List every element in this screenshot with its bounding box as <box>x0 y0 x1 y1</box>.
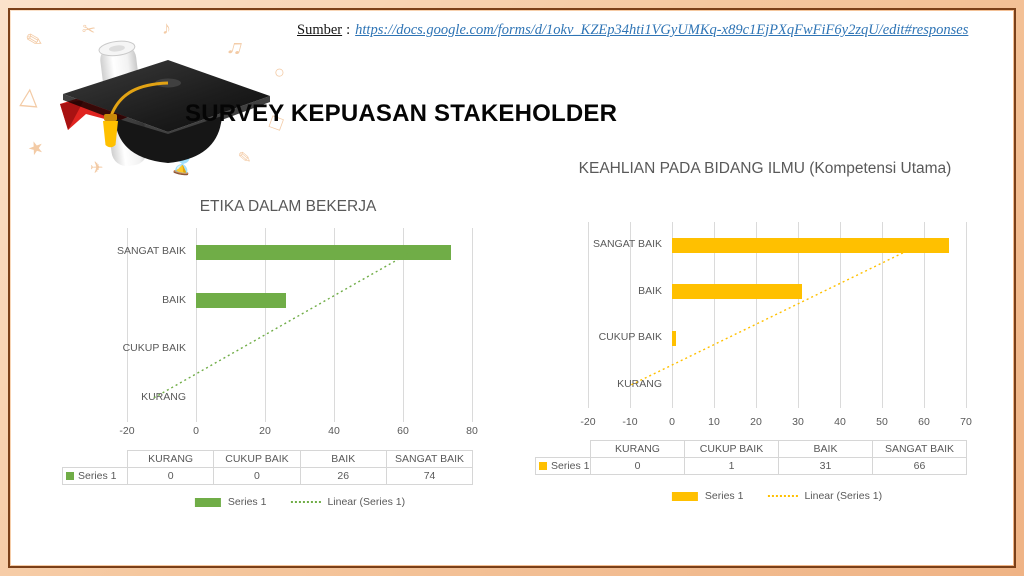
table-value-cell: 31 <box>778 457 873 475</box>
chart-legend: Series 1 Linear (Series 1) <box>194 496 406 508</box>
x-tick-label: 20 <box>750 416 762 428</box>
x-tick-label: 0 <box>669 416 675 428</box>
page-title: SURVEY KEPUASAN STAKEHOLDER <box>185 100 618 127</box>
doodle-icon: ✈ <box>90 160 104 177</box>
graduation-cap-image <box>60 40 270 167</box>
legend-series-swatch <box>671 491 698 501</box>
legend-trendline-label: Linear (Series 1) <box>327 496 406 508</box>
gridline <box>798 222 799 408</box>
chart-legend: Series 1 Linear (Series 1) <box>671 490 883 502</box>
doodle-background: ✎✂♪♫○△□★✈⌛✎✂ <box>12 12 312 187</box>
legend-series-label: Series 1 <box>704 490 744 502</box>
chart-title: KEAHLIAN PADA BIDANG ILMU (Kompetensi Ut… <box>578 160 952 177</box>
table-header-cell: BAIK <box>778 440 873 458</box>
x-tick-label: 70 <box>960 416 972 428</box>
chart-etika-dalam-bekerja: ETIKA DALAM BEKERJA KURANG CUKUP BAIK BAIK S… <box>62 192 514 528</box>
gridline <box>127 228 128 422</box>
category-label: KURANG <box>141 390 186 403</box>
gridline <box>840 222 841 408</box>
legend-series-swatch <box>194 497 221 507</box>
source-separator: : <box>346 22 351 38</box>
gridline <box>196 228 197 422</box>
gridline <box>756 222 757 408</box>
bar-baik <box>672 284 803 300</box>
trendline <box>153 251 411 399</box>
table-header-cell: BAIK <box>299 450 387 468</box>
x-tick-label: 40 <box>834 416 846 428</box>
legend-trendline-swatch <box>290 501 321 503</box>
gridline <box>672 222 673 408</box>
chart-title: ETIKA DALAM BEKERJA <box>199 198 377 215</box>
gridline <box>588 222 589 408</box>
category-label: BAIK <box>638 284 662 297</box>
table-value-cell: 0 <box>213 467 301 485</box>
table-value-cell: 0 <box>590 457 685 475</box>
source-url-link[interactable]: https://docs.google.com/forms/d/1okv_KZE… <box>355 22 969 38</box>
chart-keahlian-bidang-ilmu: KEAHLIAN PADA BIDANG ILMU (Kompetensi Ut… <box>535 158 995 524</box>
x-tick-label: 60 <box>918 416 930 428</box>
doodle-icon: ♪ <box>162 18 171 38</box>
x-tick-label: -10 <box>622 416 638 428</box>
gridline <box>882 222 883 408</box>
category-label: CUKUP BAIK <box>122 342 186 355</box>
table-header-cell: CUKUP BAIK <box>684 440 779 458</box>
table-value-cell: 66 <box>872 457 967 475</box>
table-value-cell: 1 <box>684 457 779 475</box>
table-header-cell: CUKUP BAIK <box>213 450 301 468</box>
legend-trendline-swatch <box>767 495 798 497</box>
legend-series-label: Series 1 <box>227 496 267 508</box>
mortarboard-icon <box>63 60 270 163</box>
category-label: SANGAT BAIK <box>592 238 662 251</box>
bar-cukup-baik <box>672 330 677 346</box>
table-value-cell: 26 <box>299 467 387 485</box>
table-corner-cell <box>63 451 128 468</box>
x-tick-label: 60 <box>397 425 409 437</box>
source-label: Sumber <box>297 22 343 38</box>
trendline <box>630 244 919 386</box>
bar-sangat-baik <box>196 244 452 260</box>
gridline <box>714 222 715 408</box>
gridline <box>966 222 967 408</box>
x-tick-label: -20 <box>119 425 135 437</box>
table-header-cell: SANGAT BAIK <box>872 440 967 458</box>
x-tick-label: 0 <box>193 425 199 437</box>
gridline <box>403 228 404 422</box>
legend-trendline-label: Linear (Series 1) <box>804 490 883 502</box>
x-tick-label: -20 <box>580 416 596 428</box>
x-tick-label: 10 <box>708 416 720 428</box>
gridline <box>630 222 631 408</box>
category-label: BAIK <box>162 293 186 306</box>
gridline <box>472 228 473 422</box>
category-label: SANGAT BAIK <box>116 245 186 258</box>
table-value-cell: 74 <box>385 467 474 485</box>
bar-baik <box>196 293 286 309</box>
table-header-cell: KURANG <box>590 440 685 458</box>
x-tick-label: 40 <box>328 425 340 437</box>
table-value-cell: 0 <box>126 467 215 485</box>
table-series-legend-cell: Series 1 <box>535 457 591 475</box>
x-tick-label: 80 <box>466 425 478 437</box>
x-tick-label: 50 <box>876 416 888 428</box>
category-label: CUKUP BAIK <box>598 331 662 344</box>
gridline <box>334 228 335 422</box>
table-series-legend-cell: Series 1 <box>62 467 128 485</box>
bar-sangat-baik <box>672 237 950 253</box>
table-header-cell: KURANG <box>126 450 215 468</box>
x-tick-label: 20 <box>259 425 271 437</box>
gridline <box>924 222 925 408</box>
x-tick-label: 30 <box>792 416 804 428</box>
table-corner-cell <box>536 441 591 458</box>
gridline <box>265 228 266 422</box>
category-label: KURANG <box>617 377 662 390</box>
source-line: Sumber: https://docs.google.com/forms/d/1… <box>297 22 968 39</box>
doodle-icon: ○ <box>272 61 287 83</box>
legend-key-swatch <box>539 462 547 470</box>
tassel-icon <box>103 81 169 148</box>
legend-key-swatch <box>66 472 74 480</box>
table-header-cell: SANGAT BAIK <box>385 450 474 468</box>
